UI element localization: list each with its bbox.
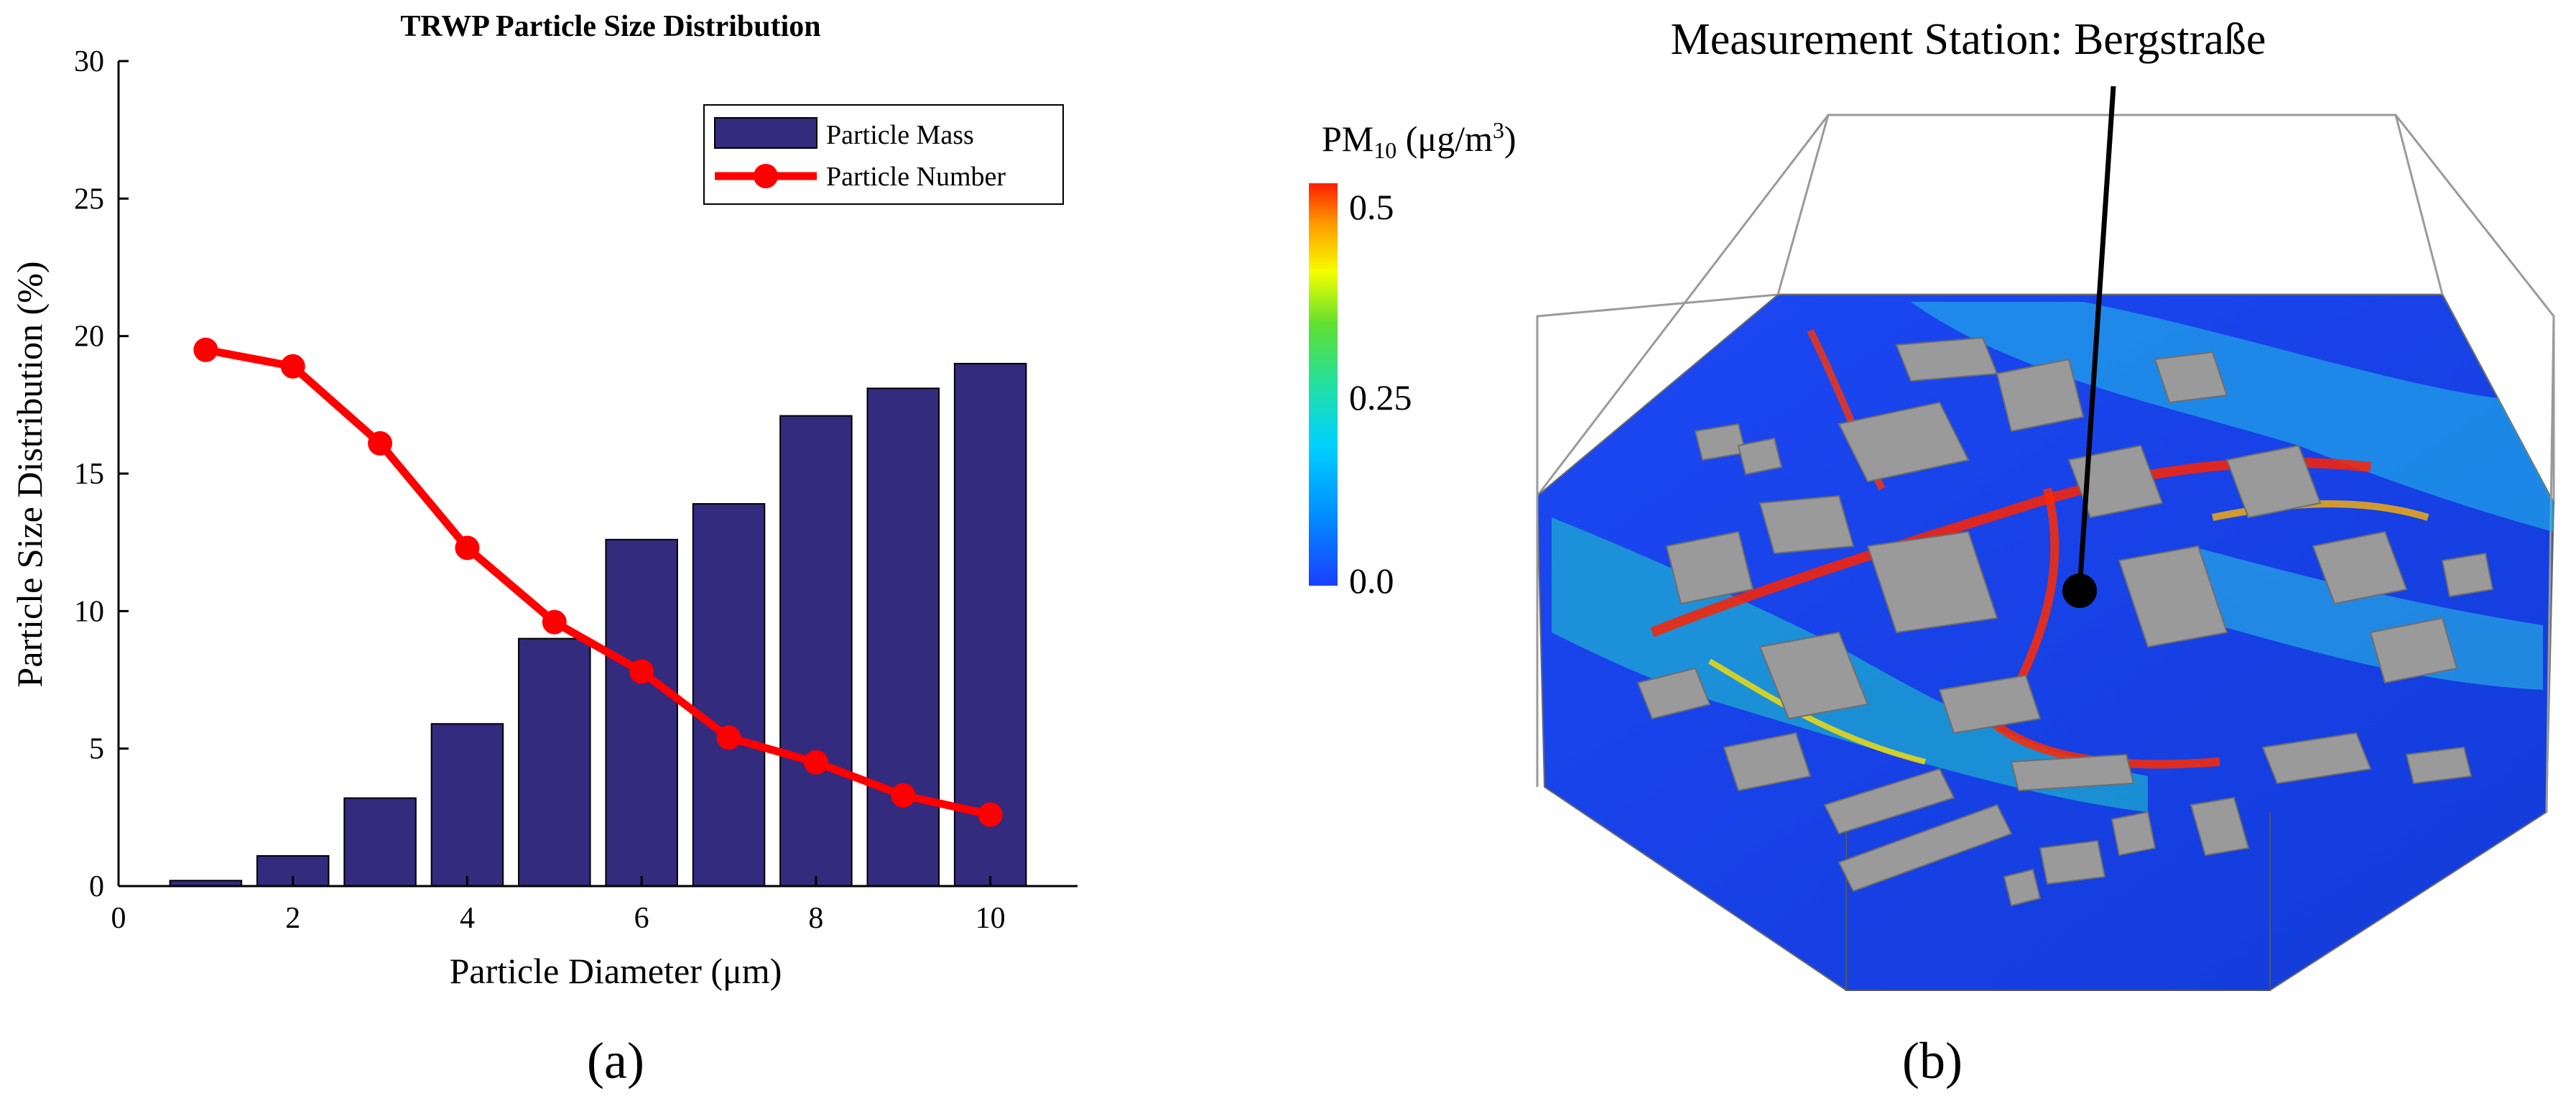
building — [2039, 839, 2106, 885]
building — [2225, 444, 2322, 519]
building — [2405, 746, 2473, 785]
building — [2190, 796, 2250, 857]
building — [2369, 617, 2458, 684]
building — [1938, 674, 2042, 734]
legend: Particle Mass Particle Number — [703, 104, 1064, 205]
legend-label-number: Particle Number — [826, 162, 1006, 192]
bar-particle-mass-6 — [605, 538, 678, 888]
legend-swatch-mass — [714, 117, 817, 149]
bar-particle-mass-3 — [343, 797, 417, 887]
buildings — [1636, 336, 2494, 907]
building — [1737, 437, 1783, 476]
colorbar-label: PM10 (μg/m3) — [1322, 117, 1516, 163]
plume-upper — [1911, 302, 2554, 532]
building — [1759, 494, 1855, 555]
colorbar: PM10 (μg/m3) 0.5 0.25 0.0 — [1309, 117, 1516, 601]
edge-2 — [2394, 114, 2444, 295]
building — [1866, 530, 1998, 634]
y-tick-label: 0 — [89, 870, 104, 903]
legend-marker-number — [754, 164, 778, 188]
point-particle-number-10 — [978, 802, 1003, 827]
building — [1694, 423, 1747, 461]
bar-particle-mass-9 — [866, 387, 940, 887]
edge-1 — [1776, 114, 1830, 295]
x-tick-label: 10 — [976, 902, 1006, 935]
colorbar-bar — [1309, 183, 1338, 586]
bar-particle-mass-8 — [779, 415, 853, 887]
legend-label-mass: Particle Mass — [826, 120, 974, 150]
colorbar-tick-top: 0.5 — [1349, 187, 1394, 227]
bar-particle-mass-7 — [692, 503, 766, 887]
x-ticks: 0 2 4 6 8 10 — [111, 876, 1006, 935]
building — [1759, 631, 1869, 720]
point-particle-number-8 — [803, 750, 828, 775]
x-tick-label: 6 — [634, 902, 649, 935]
point-particle-number-9 — [891, 783, 916, 808]
y-tick-label: 25 — [74, 183, 104, 216]
building — [2010, 753, 2135, 792]
point-particle-number-3 — [368, 430, 393, 456]
line-group — [193, 337, 1003, 827]
y-tick-label: 20 — [74, 321, 104, 354]
edge-front — [1845, 812, 2271, 991]
y-tick-label: 30 — [74, 45, 104, 78]
point-particle-number-6 — [629, 659, 654, 684]
building — [1723, 732, 1812, 792]
colorbar-tick-mid: 0.25 — [1349, 377, 1412, 418]
y-tick-label: 5 — [89, 733, 104, 766]
bar-particle-mass-4 — [430, 723, 504, 888]
building — [1838, 803, 2013, 893]
building — [2003, 868, 2042, 907]
station-pointer-line — [2077, 86, 2116, 590]
x-axis-label: Particle Diameter (μm) — [450, 951, 782, 991]
bars-group — [169, 362, 1027, 888]
panel-label-a: (a) — [587, 1032, 644, 1089]
building — [2118, 545, 2228, 648]
building — [1665, 530, 1754, 605]
x-tick-label: 8 — [808, 902, 823, 935]
bar-particle-mass-2 — [256, 854, 330, 887]
building — [1895, 336, 1998, 382]
building — [2261, 732, 2372, 785]
building — [2154, 351, 2228, 404]
building — [2312, 530, 2408, 605]
point-particle-number-5 — [542, 609, 567, 635]
y-tick-label: 10 — [74, 595, 104, 628]
particle-size-chart: TRWP Particle Size Distribution 0 2 4 6 8 10 … — [9, 10, 1078, 1089]
building — [1636, 667, 1711, 720]
colorbar-tick-bottom: 0.0 — [1349, 561, 1394, 601]
y-ticks: 0 5 10 15 20 25 30 — [74, 45, 129, 903]
point-particle-number-4 — [455, 535, 480, 561]
street-hotspot-4 — [2212, 500, 2429, 521]
building — [1996, 358, 2085, 433]
y-tick-label: 15 — [74, 458, 104, 491]
station-title: Measurement Station: Bergstraße — [1671, 15, 2266, 64]
building — [1838, 401, 1970, 483]
bar-particle-mass-5 — [518, 637, 591, 887]
chart-title: TRWP Particle Size Distribution — [400, 10, 820, 43]
building — [2441, 552, 2494, 598]
edge-4 — [2545, 315, 2555, 813]
pm10-visualization: Measurement Station: Bergstraße PM10 (μg… — [1309, 15, 2555, 1089]
plume-right — [2191, 546, 2543, 690]
x-tick-label: 2 — [285, 902, 300, 935]
x-tick-label: 4 — [460, 902, 475, 935]
point-particle-number-2 — [280, 354, 305, 379]
panel-label-b: (b) — [1902, 1032, 1963, 1089]
point-particle-number-7 — [716, 725, 741, 750]
station-marker — [2062, 573, 2097, 608]
street-hotspot-5 — [1708, 658, 1926, 765]
line-particle-number — [205, 346, 991, 819]
point-particle-number-1 — [193, 337, 218, 362]
building — [2111, 811, 2156, 857]
y-axis-label: Particle Size Distribution (%) — [9, 262, 50, 688]
x-tick-label: 0 — [111, 902, 126, 935]
building — [1823, 768, 1955, 835]
